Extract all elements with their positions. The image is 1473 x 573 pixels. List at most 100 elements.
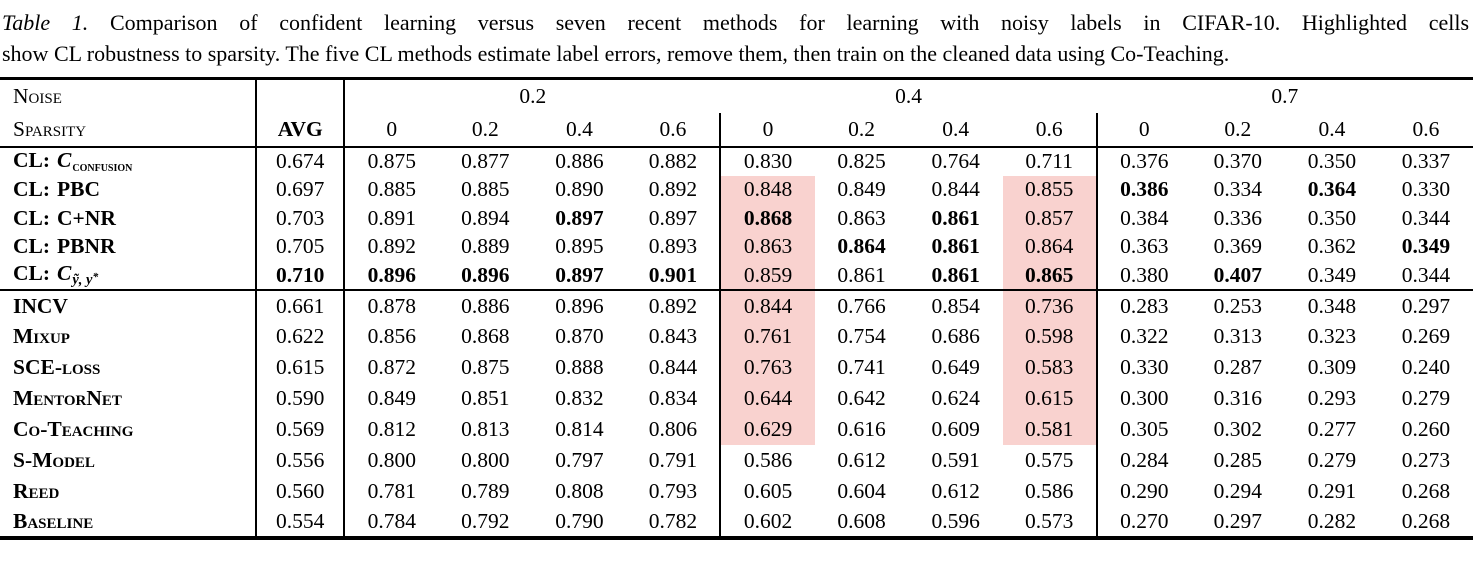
value-cell: 0.830 (719, 146, 815, 176)
table-row: INCV 0.661 0.878 0.886 0.896 0.892 0.844 0.766 0… (0, 289, 1473, 321)
value-cell: 0.407 (1213, 262, 1262, 287)
value-cell: 0.616 (837, 417, 886, 441)
value-cell: 0.868 (719, 204, 815, 233)
value-cell: 0.386 (1095, 175, 1191, 204)
value-cell: 0.800 (367, 448, 416, 472)
value-cell: 0.279 (1307, 448, 1357, 472)
value-cell: 0.596 (931, 509, 980, 533)
value-cell: 0.781 (367, 479, 416, 503)
value-cell: 0.711 (1025, 149, 1073, 173)
avg-cell: 0.697 (256, 175, 346, 204)
value-cell: 0.583 (1002, 352, 1097, 383)
value-cell: 0.814 (555, 417, 604, 441)
avg-cell: 0.661 (256, 289, 346, 321)
value-cell: 0.349 (1307, 262, 1357, 287)
avg-cell: 0.560 (256, 476, 346, 507)
sparsity-level-header: 0.6 (1378, 112, 1473, 148)
value-cell: 0.897 (555, 205, 604, 230)
value-cell: 0.605 (719, 476, 815, 507)
sparsity-header-label: Sparsity (0, 112, 258, 148)
table-row: Reed 0.560 0.781 0.789 0.808 0.793 0.605 0.604 0… (0, 476, 1473, 507)
value-cell: 0.741 (837, 355, 886, 379)
table-row: MentorNet 0.590 0.849 0.851 0.832 0.834 0.644 0… (0, 383, 1473, 414)
value-cell: 0.287 (1213, 355, 1262, 379)
value-cell: 0.844 (931, 177, 980, 202)
sparsity-level-header: 0.2 (814, 112, 909, 148)
avg-cell: 0.710 (256, 261, 346, 290)
value-cell: 0.350 (1307, 205, 1357, 230)
value-cell: 0.863 (719, 232, 815, 261)
math-subscript: confusion (72, 158, 133, 175)
value-cell: 0.800 (461, 448, 510, 472)
method-label: SCE-loss (0, 352, 258, 383)
value-cell: 0.277 (1307, 417, 1357, 441)
value-cell: 0.334 (1213, 177, 1262, 202)
avg-cell: 0.622 (256, 321, 346, 352)
value-cell: 0.598 (1002, 321, 1097, 352)
value-cell: 0.892 (367, 234, 416, 259)
avg-cell: 0.554 (256, 507, 346, 538)
value-cell: 0.240 (1401, 355, 1451, 379)
value-cell: 0.894 (461, 205, 510, 230)
value-cell: 0.313 (1213, 324, 1262, 348)
value-cell: 0.615 (1002, 383, 1097, 414)
method-label: INCV (0, 289, 258, 321)
method-name: SCE-loss (13, 355, 101, 379)
method-name: Baseline (13, 509, 94, 533)
sparsity-level-header: 0.6 (626, 112, 721, 148)
method-name: Reed (13, 479, 60, 503)
value-cell: 0.890 (555, 177, 604, 202)
value-cell: 0.316 (1213, 386, 1262, 410)
value-cell: 0.861 (837, 262, 886, 287)
value-cell: 0.812 (367, 417, 416, 441)
value-cell: 0.896 (367, 262, 416, 287)
value-cell: 0.895 (555, 234, 604, 259)
method-name: PBNR (57, 234, 116, 259)
value-cell: 0.336 (1213, 205, 1262, 230)
value-cell: 0.897 (555, 262, 604, 287)
value-cell: 0.891 (367, 205, 416, 230)
value-cell: 0.362 (1307, 234, 1357, 259)
value-cell: 0.285 (1213, 448, 1262, 472)
math-symbol: C (57, 147, 72, 172)
method-label: Co-Teaching (0, 414, 258, 445)
sparsity-level-header: 0.4 (908, 112, 1003, 148)
sparsity-level-header: 0 (344, 112, 439, 148)
value-cell: 0.813 (461, 417, 510, 441)
value-cell: 0.300 (1095, 383, 1191, 414)
value-cell: 0.322 (1095, 321, 1191, 352)
value-cell: 0.885 (461, 177, 510, 202)
value-cell: 0.764 (931, 149, 980, 173)
value-cell: 0.649 (931, 355, 980, 379)
method-name: PBC (57, 177, 101, 202)
value-cell: 0.260 (1401, 417, 1451, 441)
value-cell: 0.861 (931, 234, 980, 259)
value-cell: 0.384 (1095, 204, 1191, 233)
value-cell: 0.797 (555, 448, 604, 472)
avg-cell: 0.615 (256, 352, 346, 383)
value-cell: 0.369 (1213, 234, 1262, 259)
value-cell: 0.279 (1401, 386, 1451, 410)
caption-text-1: Comparison of confident learning versus … (110, 10, 1470, 35)
method-label: CL: PBNR (0, 232, 258, 261)
value-cell: 0.886 (438, 289, 533, 321)
value-cell: 0.686 (931, 324, 980, 348)
value-cell: 0.844 (719, 289, 815, 321)
table-row: S-Model 0.556 0.800 0.800 0.797 0.791 0.586 0.6… (0, 445, 1473, 476)
value-cell: 0.284 (1095, 445, 1191, 476)
method-name: Mixup (13, 324, 70, 348)
value-cell: 0.859 (719, 261, 815, 290)
value-cell: 0.608 (837, 509, 886, 533)
value-cell: 0.624 (931, 386, 980, 410)
cl-prefix: CL: (13, 177, 51, 202)
method-name: C+NR (57, 205, 116, 230)
value-cell: 0.609 (931, 417, 980, 441)
value-cell: 0.349 (1401, 234, 1451, 259)
value-cell: 0.854 (908, 289, 1003, 321)
method-label: CL: C+NR (0, 204, 258, 233)
method-label: MentorNet (0, 383, 258, 414)
value-cell: 0.268 (1401, 509, 1451, 533)
table-row: SCE-loss 0.615 0.872 0.875 0.888 0.844 0.763 0.… (0, 352, 1473, 383)
value-cell: 0.825 (837, 149, 886, 173)
value-cell: 0.348 (1284, 289, 1379, 321)
